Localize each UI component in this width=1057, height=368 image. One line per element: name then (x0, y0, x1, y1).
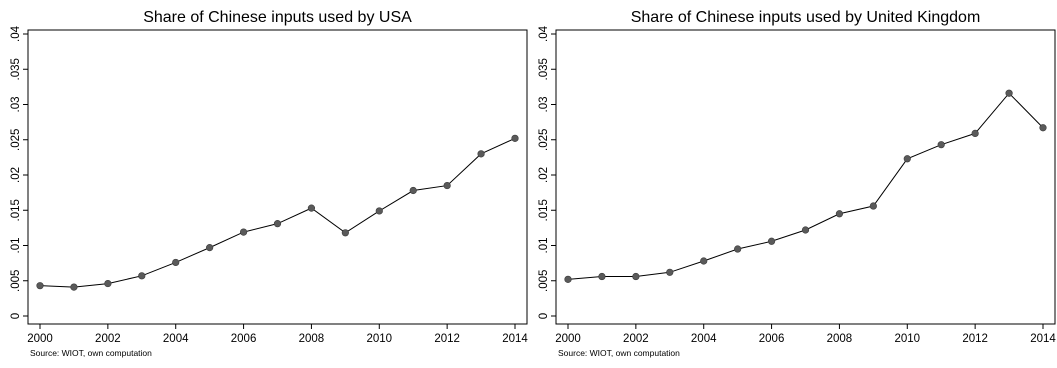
data-point (36, 282, 44, 290)
y-tick-label: .04 (10, 25, 22, 42)
y-tick-label: .03 (538, 97, 550, 113)
data-point (375, 207, 383, 215)
data-point (564, 275, 572, 283)
x-tick-label: 2000 (27, 333, 53, 345)
y-tick-label: .015 (538, 199, 550, 221)
x-tick-label: 2004 (163, 333, 189, 345)
y-tick-label: .025 (10, 129, 22, 151)
data-point (273, 220, 282, 228)
series-line (567, 92, 1044, 280)
y-tick-label: .005 (538, 270, 550, 292)
y-tick-label: .01 (538, 238, 550, 254)
plot-frame (555, 29, 1056, 325)
y-tick-label: .04 (538, 25, 550, 42)
data-point (971, 129, 979, 138)
y-tick-label: .02 (538, 167, 550, 183)
data-point (598, 272, 606, 281)
x-tick-label: 2014 (1030, 333, 1056, 345)
data-point (903, 155, 911, 163)
x-tick-label: 2004 (691, 333, 717, 345)
x-tick-label: 2002 (623, 333, 649, 345)
data-point (767, 237, 776, 245)
data-point (1005, 89, 1013, 97)
data-point (869, 202, 877, 210)
source-note: Source: WIOT, own computation (30, 348, 152, 358)
data-point (70, 283, 78, 291)
y-tick-label: .02 (10, 167, 22, 183)
y-tick-label: .035 (10, 58, 22, 80)
data-point (734, 245, 742, 253)
data-point (511, 134, 519, 142)
data-point (477, 150, 485, 158)
data-point (239, 228, 248, 236)
data-point (206, 244, 214, 252)
data-point (666, 268, 674, 276)
y-tick-label: .01 (10, 238, 22, 254)
data-point (104, 279, 112, 288)
x-tick-label: 2010 (894, 333, 920, 345)
data-point (835, 210, 844, 218)
data-point (138, 272, 146, 280)
chart-united-kingdom: Share of Chinese inputs used by United K… (538, 9, 1056, 358)
y-tick-label: 0 (10, 313, 22, 319)
x-tick-label: 2012 (434, 333, 460, 345)
data-point (341, 229, 349, 237)
data-point (700, 257, 708, 265)
data-point (937, 141, 945, 149)
data-point (801, 226, 810, 234)
data-point (307, 204, 316, 212)
data-point (409, 186, 417, 195)
x-tick-label: 2000 (555, 333, 581, 345)
data-point (1039, 124, 1047, 132)
y-tick-label: 0 (538, 313, 550, 319)
x-tick-label: 2010 (366, 333, 392, 345)
x-tick-label: 2006 (759, 333, 785, 345)
series-line (39, 137, 516, 288)
data-point (172, 258, 180, 267)
x-tick-label: 2014 (502, 333, 528, 345)
plot-frame (27, 29, 528, 325)
y-tick-label: .025 (538, 129, 550, 151)
y-tick-label: .015 (10, 199, 22, 221)
chart-title: Share of Chinese inputs used by USA (143, 9, 412, 26)
y-tick-label: .005 (10, 270, 22, 292)
x-tick-label: 2002 (95, 333, 121, 345)
chart-usa: Share of Chinese inputs used by USA 0 .005… (10, 9, 528, 358)
data-point (632, 272, 640, 281)
x-tick-label: 2006 (231, 333, 257, 345)
source-note: Source: WIOT, own computation (558, 348, 680, 358)
y-tick-label: .035 (538, 58, 550, 80)
x-tick-label: 2008 (827, 333, 853, 345)
data-point (443, 181, 451, 190)
x-tick-label: 2012 (962, 333, 988, 345)
y-tick-label: .03 (10, 97, 22, 113)
chart-title: Share of Chinese inputs used by United K… (631, 9, 981, 26)
x-tick-label: 2008 (299, 333, 325, 345)
